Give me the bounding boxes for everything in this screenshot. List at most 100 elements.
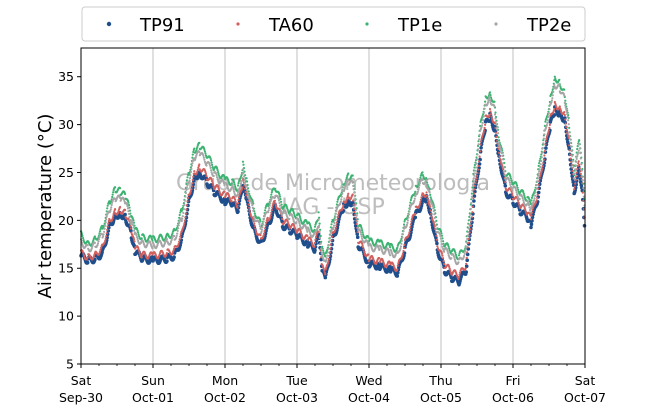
data-point bbox=[328, 254, 331, 258]
legend-label: TA60 bbox=[268, 15, 314, 36]
data-point bbox=[223, 190, 226, 193]
data-point bbox=[508, 179, 511, 182]
data-point bbox=[480, 140, 483, 143]
data-point bbox=[473, 174, 476, 177]
data-point bbox=[259, 234, 262, 237]
data-point bbox=[210, 178, 213, 181]
data-point bbox=[181, 215, 184, 218]
y-tick-label: 25 bbox=[58, 165, 74, 180]
data-point bbox=[218, 189, 221, 192]
legend-marker bbox=[494, 22, 498, 26]
data-point bbox=[538, 180, 541, 183]
data-point bbox=[129, 227, 132, 230]
data-point bbox=[292, 211, 295, 215]
data-point bbox=[569, 141, 572, 144]
data-point bbox=[548, 108, 551, 111]
data-point bbox=[426, 197, 429, 200]
data-point bbox=[182, 226, 185, 229]
data-point bbox=[580, 163, 583, 166]
data-point bbox=[517, 188, 520, 191]
data-point bbox=[102, 235, 105, 238]
data-point bbox=[177, 224, 180, 227]
data-point bbox=[541, 167, 544, 170]
data-point bbox=[450, 257, 453, 260]
data-point bbox=[499, 158, 502, 161]
data-point bbox=[204, 172, 208, 176]
data-point bbox=[473, 188, 476, 191]
data-point bbox=[278, 201, 281, 205]
data-point bbox=[400, 239, 403, 242]
data-point bbox=[189, 190, 192, 193]
data-point bbox=[240, 176, 244, 179]
data-point bbox=[183, 222, 186, 225]
data-point bbox=[234, 200, 237, 203]
data-point bbox=[97, 238, 101, 241]
data-point bbox=[439, 237, 443, 240]
data-point bbox=[124, 192, 127, 196]
data-point bbox=[502, 166, 505, 169]
data-point bbox=[542, 142, 545, 145]
data-point bbox=[306, 230, 309, 233]
data-point bbox=[182, 202, 185, 205]
data-point bbox=[268, 207, 271, 210]
data-point bbox=[361, 244, 364, 247]
x-tick-label-day: Sat bbox=[575, 373, 596, 388]
data-point bbox=[184, 216, 187, 219]
data-point bbox=[499, 160, 502, 163]
data-point bbox=[270, 211, 273, 214]
data-point bbox=[471, 183, 474, 186]
data-point bbox=[566, 115, 569, 118]
x-tick-label-date: Oct-01 bbox=[132, 390, 174, 405]
data-point bbox=[544, 146, 548, 150]
data-point bbox=[178, 221, 181, 224]
data-point bbox=[481, 124, 484, 127]
data-point bbox=[191, 182, 194, 185]
data-point bbox=[565, 108, 568, 111]
data-point bbox=[473, 184, 476, 188]
data-point bbox=[466, 234, 469, 237]
data-point bbox=[104, 224, 107, 227]
data-point bbox=[420, 196, 423, 199]
data-point bbox=[184, 212, 187, 215]
data-point bbox=[123, 198, 126, 201]
data-point bbox=[325, 259, 328, 262]
data-point bbox=[536, 176, 539, 179]
data-point bbox=[329, 247, 332, 250]
data-point bbox=[250, 202, 253, 205]
data-point bbox=[474, 179, 478, 182]
data-point bbox=[409, 198, 412, 202]
data-point bbox=[477, 164, 480, 167]
data-point bbox=[176, 229, 179, 232]
data-point bbox=[326, 254, 329, 257]
data-point bbox=[473, 163, 476, 167]
data-point bbox=[473, 166, 476, 169]
data-point bbox=[190, 188, 193, 191]
data-point bbox=[418, 203, 421, 206]
data-point bbox=[183, 199, 186, 202]
data-point bbox=[234, 202, 238, 205]
data-point bbox=[494, 117, 497, 120]
data-point bbox=[570, 163, 573, 166]
data-point bbox=[137, 231, 140, 234]
data-point bbox=[181, 217, 184, 220]
data-point bbox=[232, 186, 235, 189]
data-point bbox=[190, 164, 193, 167]
data-point bbox=[194, 156, 197, 159]
data-point bbox=[565, 128, 568, 131]
data-point bbox=[186, 196, 190, 199]
data-point bbox=[571, 180, 575, 184]
data-point bbox=[247, 190, 250, 193]
data-point bbox=[211, 180, 214, 183]
data-point bbox=[119, 187, 122, 190]
data-point bbox=[418, 182, 421, 185]
data-point bbox=[453, 256, 456, 259]
data-point bbox=[558, 78, 561, 81]
data-point bbox=[258, 218, 262, 221]
data-point bbox=[544, 120, 547, 123]
data-point bbox=[401, 252, 404, 255]
data-point bbox=[335, 224, 338, 227]
data-point bbox=[575, 157, 578, 160]
data-point bbox=[581, 176, 584, 179]
data-point bbox=[210, 159, 213, 162]
data-point bbox=[336, 215, 339, 219]
